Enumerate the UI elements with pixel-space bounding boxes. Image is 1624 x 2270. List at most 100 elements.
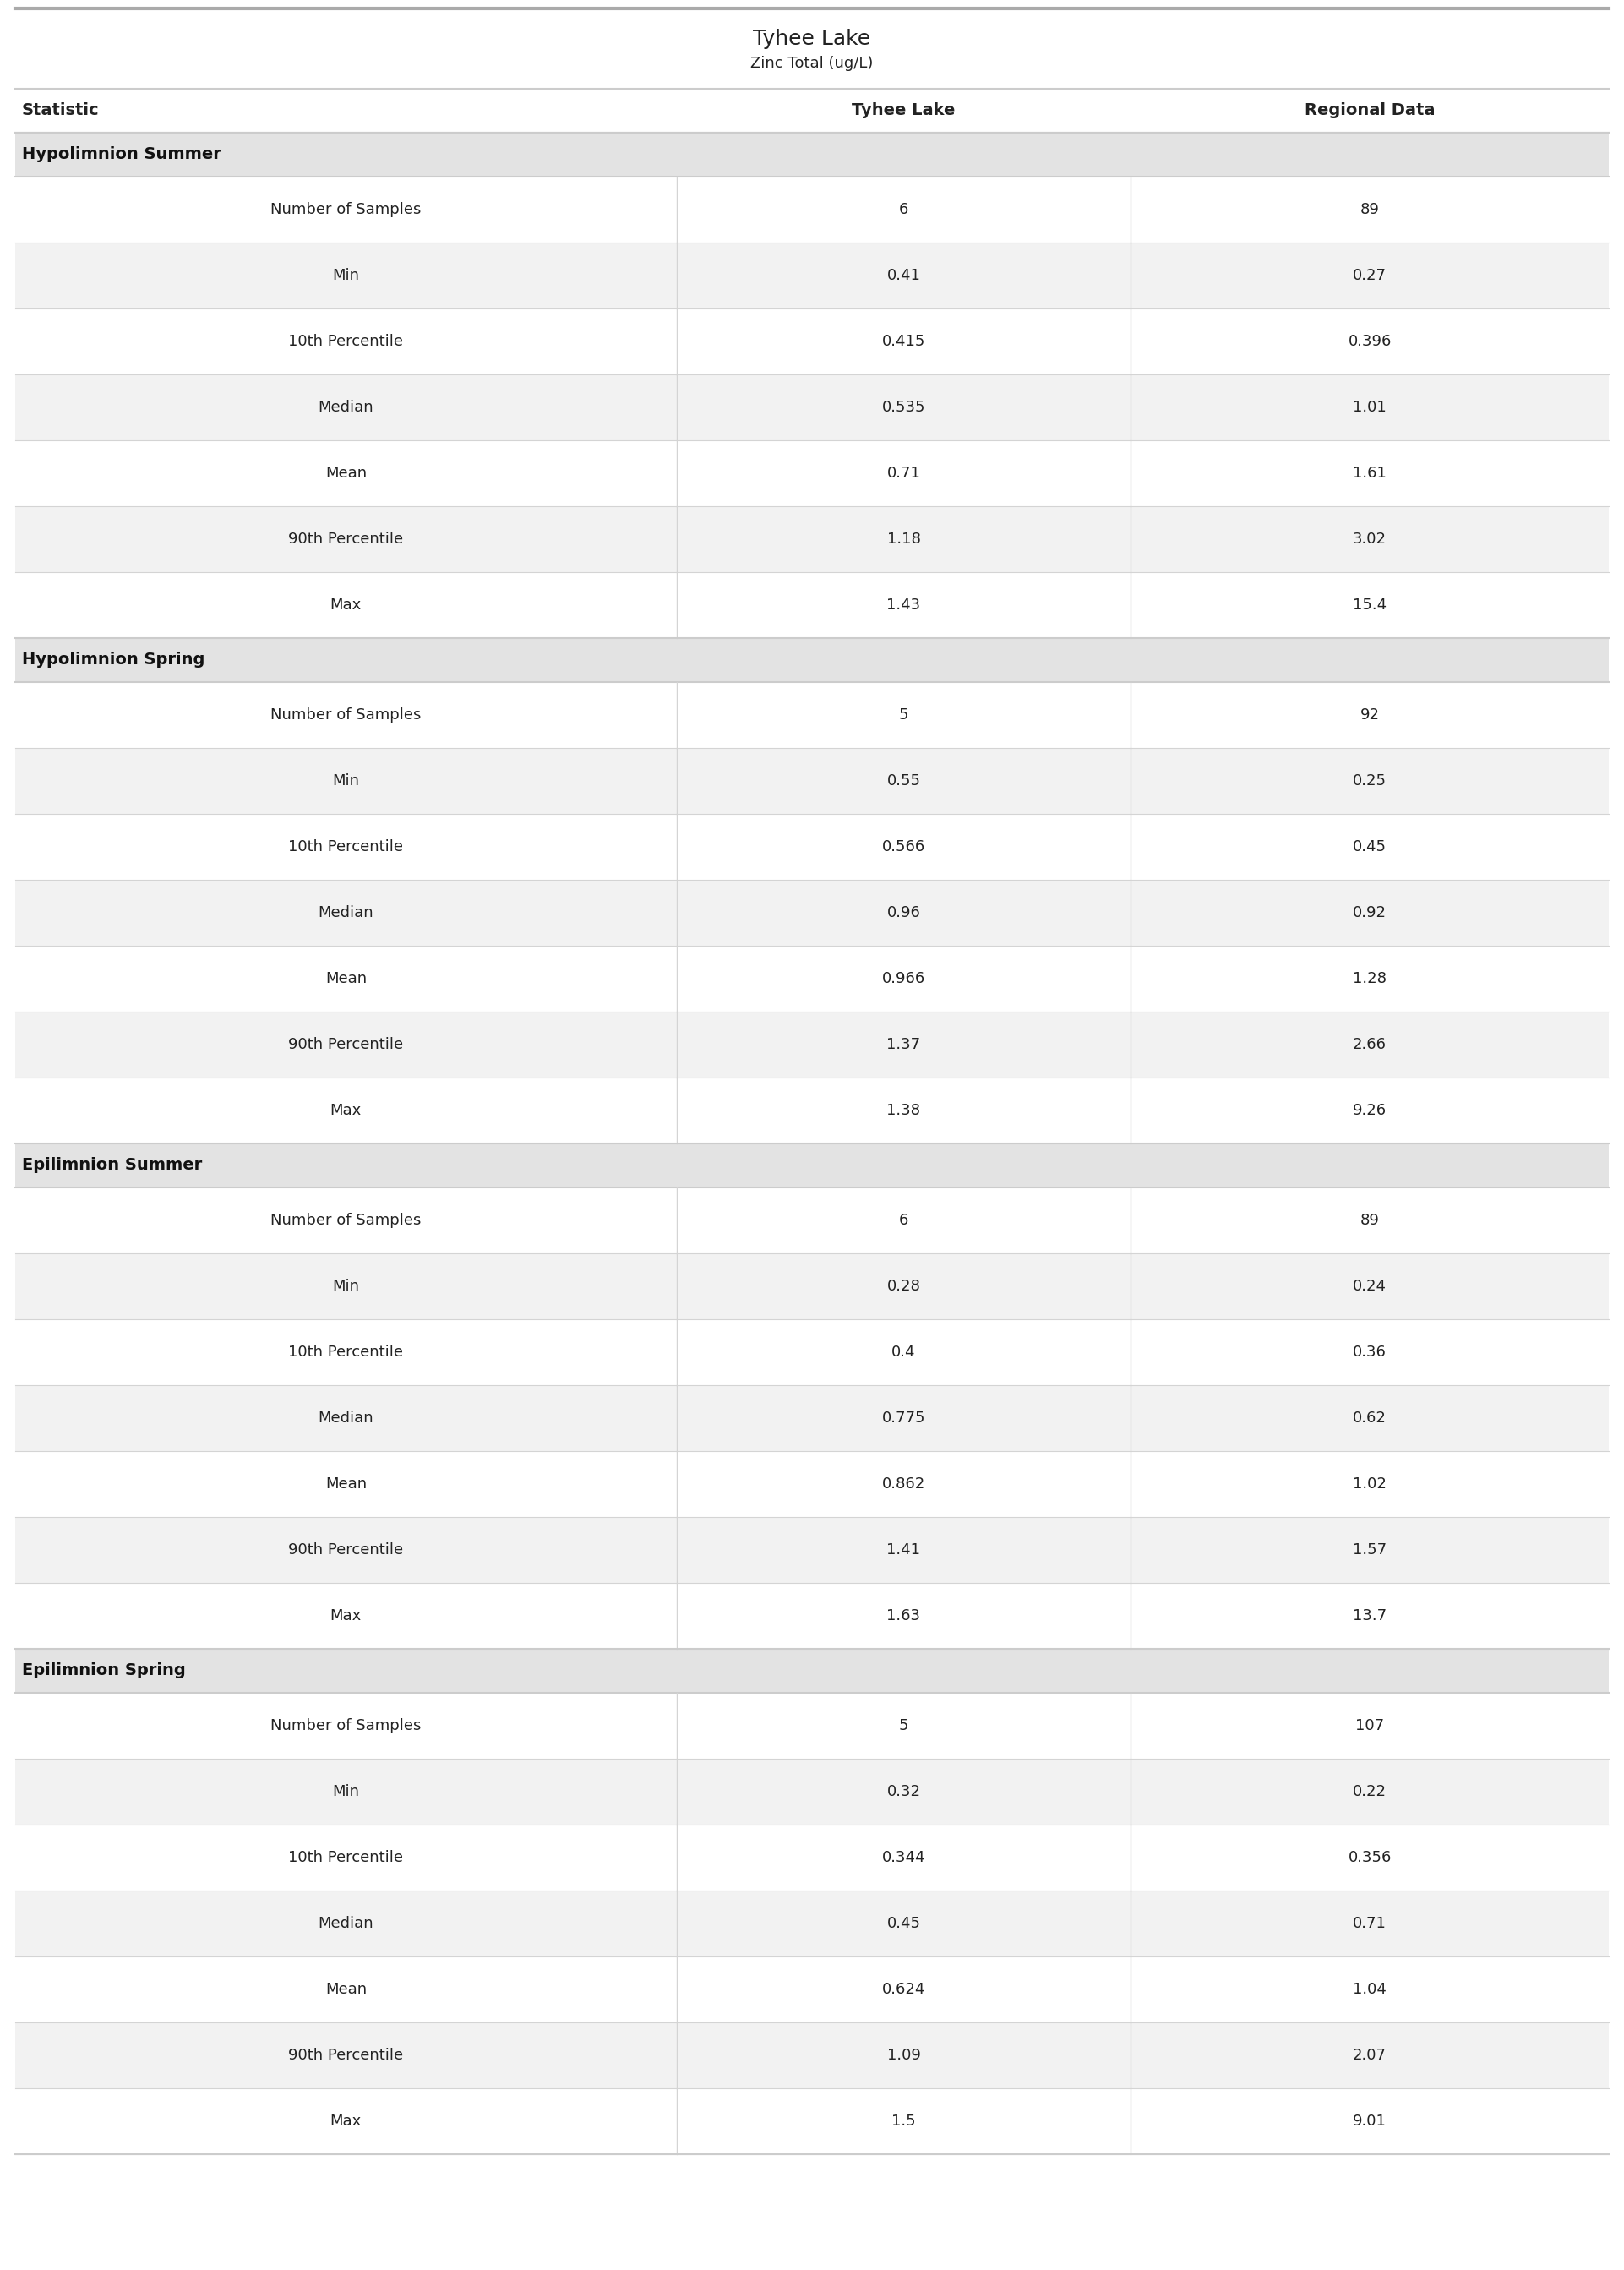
Text: 1.37: 1.37 [887,1037,921,1053]
Text: Number of Samples: Number of Samples [271,202,421,218]
Text: 90th Percentile: 90th Percentile [289,2048,403,2063]
Text: 0.45: 0.45 [887,1916,921,1932]
Text: 1.02: 1.02 [1353,1476,1387,1491]
Text: 0.566: 0.566 [882,840,926,854]
Text: Epilimnion Summer: Epilimnion Summer [23,1158,201,1174]
Text: 0.41: 0.41 [887,268,921,284]
Bar [15,1825,1609,1891]
Text: 10th Percentile: 10th Percentile [289,334,403,350]
Bar [15,947,1609,1012]
Text: Max: Max [330,597,362,613]
Text: 90th Percentile: 90th Percentile [289,1541,403,1557]
Text: 0.27: 0.27 [1353,268,1387,284]
Text: Epilimnion Spring: Epilimnion Spring [23,1664,185,1680]
Bar [15,638,1609,681]
Text: 6: 6 [898,1212,908,1228]
Text: Median: Median [318,1410,374,1426]
Text: 1.01: 1.01 [1353,400,1387,415]
Text: Number of Samples: Number of Samples [271,1212,421,1228]
Bar [15,572,1609,638]
Text: 10th Percentile: 10th Percentile [289,1344,403,1360]
Text: 0.71: 0.71 [887,465,921,481]
Text: 15.4: 15.4 [1353,597,1387,613]
Text: 0.775: 0.775 [882,1410,926,1426]
Text: 2.66: 2.66 [1353,1037,1387,1053]
Bar [15,89,1609,132]
Bar [15,9,1609,89]
Text: 1.5: 1.5 [892,2113,916,2129]
Text: 0.24: 0.24 [1353,1278,1387,1294]
Text: 1.28: 1.28 [1353,972,1387,985]
Text: Statistic: Statistic [23,102,99,118]
Text: Median: Median [318,400,374,415]
Text: 10th Percentile: 10th Percentile [289,1850,403,1866]
Text: 0.32: 0.32 [887,1784,921,1800]
Text: 13.7: 13.7 [1353,1607,1387,1623]
Text: 1.57: 1.57 [1353,1541,1387,1557]
Text: 1.38: 1.38 [887,1103,921,1119]
Text: Max: Max [330,1607,362,1623]
Bar [15,2023,1609,2088]
Text: 0.624: 0.624 [882,1982,926,1998]
Text: Mean: Mean [325,465,367,481]
Text: 0.36: 0.36 [1353,1344,1387,1360]
Text: Hypolimnion Spring: Hypolimnion Spring [23,651,205,667]
Bar [15,1516,1609,1582]
Text: 0.55: 0.55 [887,774,921,788]
Bar [15,881,1609,947]
Bar [15,1012,1609,1078]
Text: Median: Median [318,1916,374,1932]
Bar [15,1693,1609,1759]
Text: 0.356: 0.356 [1348,1850,1392,1866]
Text: 0.22: 0.22 [1353,1784,1387,1800]
Text: 1.09: 1.09 [887,2048,921,2063]
Text: 89: 89 [1359,202,1379,218]
Bar [15,1582,1609,1648]
Bar [15,815,1609,881]
Text: Mean: Mean [325,972,367,985]
Text: 6: 6 [898,202,908,218]
Text: 89: 89 [1359,1212,1379,1228]
Text: Min: Min [333,774,359,788]
Text: 0.396: 0.396 [1348,334,1392,350]
Text: 107: 107 [1356,1718,1384,1734]
Text: 90th Percentile: 90th Percentile [289,1037,403,1053]
Text: 1.18: 1.18 [887,531,921,547]
Bar [15,1078,1609,1144]
Text: Number of Samples: Number of Samples [271,1718,421,1734]
Bar [15,375,1609,440]
Text: Min: Min [333,268,359,284]
Bar [15,309,1609,375]
Text: 2.07: 2.07 [1353,2048,1387,2063]
Text: 0.415: 0.415 [882,334,926,350]
Text: 0.92: 0.92 [1353,906,1387,919]
Text: 0.71: 0.71 [1353,1916,1387,1932]
Text: 0.62: 0.62 [1353,1410,1387,1426]
Text: Median: Median [318,906,374,919]
Bar [15,681,1609,747]
Text: 0.96: 0.96 [887,906,921,919]
Text: Hypolimnion Summer: Hypolimnion Summer [23,148,221,163]
Text: 3.02: 3.02 [1353,531,1387,547]
Text: Max: Max [330,1103,362,1119]
Text: 1.61: 1.61 [1353,465,1387,481]
Text: 5: 5 [898,1718,908,1734]
Bar [15,2088,1609,2154]
Text: 5: 5 [898,708,908,722]
Text: Mean: Mean [325,1476,367,1491]
Text: 0.25: 0.25 [1353,774,1387,788]
Text: Tyhee Lake: Tyhee Lake [853,102,955,118]
Text: 0.862: 0.862 [882,1476,926,1491]
Bar [15,1891,1609,1957]
Bar [15,243,1609,309]
Text: Regional Data: Regional Data [1304,102,1436,118]
Text: Max: Max [330,2113,362,2129]
Text: 0.344: 0.344 [882,1850,926,1866]
Text: 0.28: 0.28 [887,1278,921,1294]
Text: Min: Min [333,1278,359,1294]
Bar [15,1144,1609,1187]
Text: Min: Min [333,1784,359,1800]
Text: Mean: Mean [325,1982,367,1998]
Bar [15,1319,1609,1385]
Text: 1.63: 1.63 [887,1607,921,1623]
